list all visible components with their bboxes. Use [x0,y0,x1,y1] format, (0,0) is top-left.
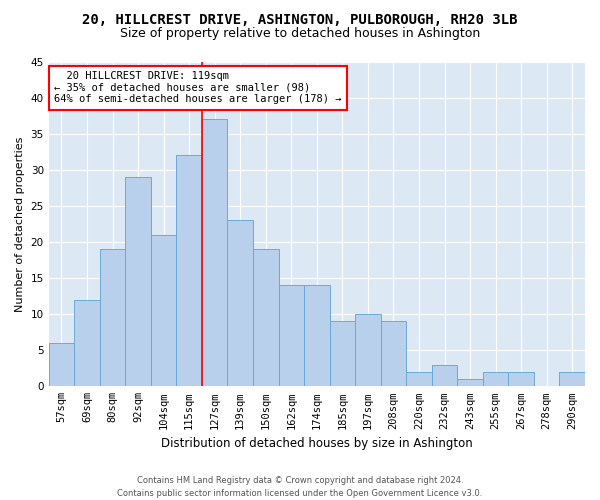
Text: Contains HM Land Registry data © Crown copyright and database right 2024.
Contai: Contains HM Land Registry data © Crown c… [118,476,482,498]
Bar [432,364,457,386]
Bar [125,177,151,386]
Bar [100,249,125,386]
Bar [483,372,508,386]
Bar [355,314,380,386]
Text: 20, HILLCREST DRIVE, ASHINGTON, PULBOROUGH, RH20 3LB: 20, HILLCREST DRIVE, ASHINGTON, PULBOROU… [82,12,518,26]
Bar [406,372,432,386]
X-axis label: Distribution of detached houses by size in Ashington: Distribution of detached houses by size … [161,437,473,450]
Bar [227,220,253,386]
Bar [304,286,329,386]
Bar [457,379,483,386]
Bar [380,322,406,386]
Bar [508,372,534,386]
Bar [49,343,74,386]
Text: 20 HILLCREST DRIVE: 119sqm
← 35% of detached houses are smaller (98)
64% of semi: 20 HILLCREST DRIVE: 119sqm ← 35% of deta… [54,71,341,104]
Bar [74,300,100,386]
Text: Size of property relative to detached houses in Ashington: Size of property relative to detached ho… [120,28,480,40]
Bar [202,119,227,386]
Y-axis label: Number of detached properties: Number of detached properties [15,136,25,312]
Bar [329,322,355,386]
Bar [278,286,304,386]
Bar [253,249,278,386]
Bar [176,156,202,386]
Bar [151,234,176,386]
Bar [559,372,585,386]
